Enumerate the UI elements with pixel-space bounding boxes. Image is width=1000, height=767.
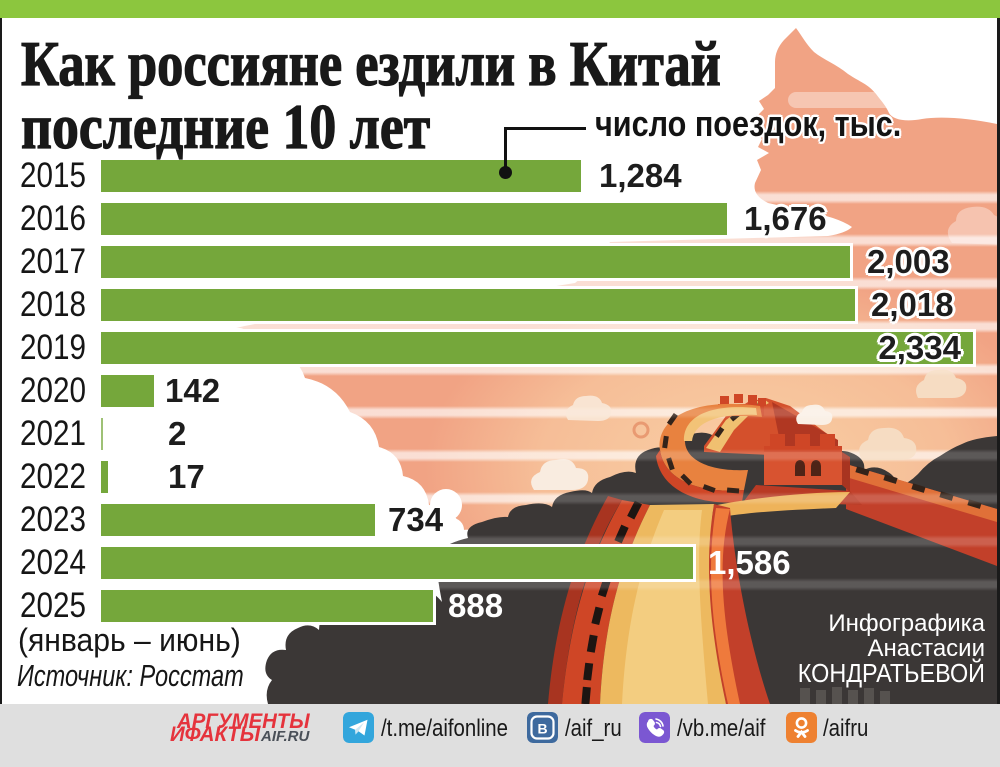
svg-text:В: В	[537, 721, 547, 737]
